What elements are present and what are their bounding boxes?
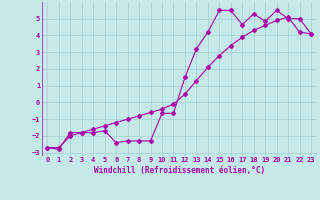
X-axis label: Windchill (Refroidissement éolien,°C): Windchill (Refroidissement éolien,°C) <box>94 166 265 175</box>
